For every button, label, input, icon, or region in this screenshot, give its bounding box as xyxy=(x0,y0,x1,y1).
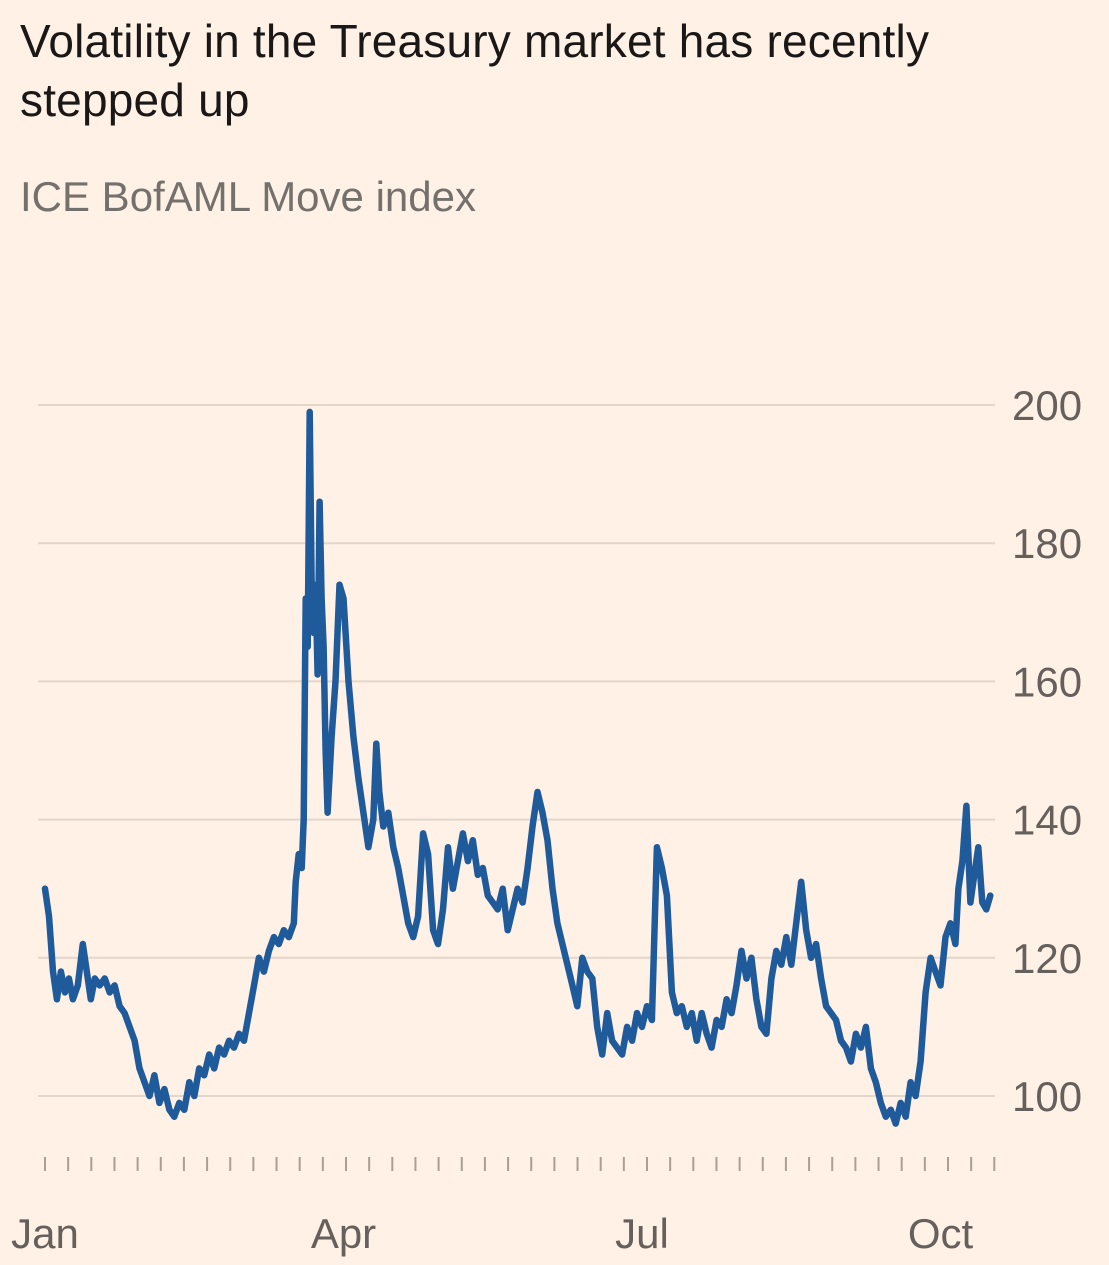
move-index-series-line xyxy=(41,408,994,1127)
gridlines-group xyxy=(38,404,995,1097)
svg-text:140: 140 xyxy=(1012,797,1082,844)
x-axis-labels: Jan Apr Jul Oct xyxy=(11,1210,973,1257)
svg-text:Oct: Oct xyxy=(908,1210,974,1257)
svg-text:180: 180 xyxy=(1012,520,1082,567)
y-axis-labels: 100 120 140 160 180 200 xyxy=(1012,382,1082,1120)
svg-text:120: 120 xyxy=(1012,935,1082,982)
svg-text:200: 200 xyxy=(1012,382,1082,429)
svg-text:Jan: Jan xyxy=(11,1210,79,1257)
svg-text:100: 100 xyxy=(1012,1073,1082,1120)
svg-text:Jul: Jul xyxy=(615,1210,669,1257)
svg-text:160: 160 xyxy=(1012,658,1082,705)
chart-subtitle: ICE BofAML Move index xyxy=(20,172,476,220)
chart-title: Volatility in the Treasury market has re… xyxy=(20,15,930,126)
svg-text:Apr: Apr xyxy=(311,1210,376,1257)
x-axis-tick-marks xyxy=(44,1157,996,1171)
chart-header: Volatility in the Treasury market has re… xyxy=(20,12,980,222)
